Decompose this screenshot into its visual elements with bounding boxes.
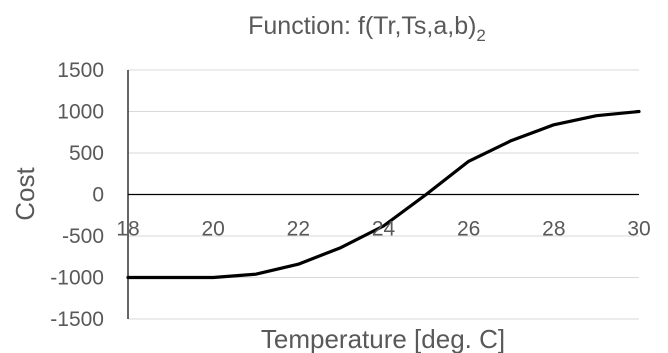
x-tick-label: 28 [542,218,565,241]
axes [127,70,639,319]
y-tick-label: -1000 [50,267,104,290]
y-axis-label: Cost [10,166,40,220]
y-tick-label: -1500 [50,308,104,331]
y-tick-label: 1000 [57,101,104,124]
series-line [126,109,641,280]
chart-title-subscript: 2 [476,26,485,45]
chart-title: Function: f(Tr,Ts,a,b)2 [248,12,486,45]
x-tick-label: 20 [201,218,224,241]
chart-title-main: Function: f(Tr,Ts,a,b) [248,12,476,40]
x-tick-label: 30 [627,218,650,241]
x-tick-label: 26 [457,218,480,241]
x-axis-label: Temperature [deg. C] [261,324,505,353]
y-tick-label: 0 [92,184,104,207]
x-tick-label: 18 [116,218,139,241]
x-tick-labels: 18 20 22 24 26 28 30 [116,218,650,241]
series-layer [126,109,641,280]
y-tick-label: 500 [69,142,104,165]
y-tick-label: -500 [62,225,104,248]
x-tick-label: 22 [287,218,310,241]
y-tick-labels: 1500 1000 500 0 -500 -1000 -1500 [50,59,104,331]
x-tick-label: 24 [372,218,396,241]
y-tick-label: 1500 [57,59,104,82]
